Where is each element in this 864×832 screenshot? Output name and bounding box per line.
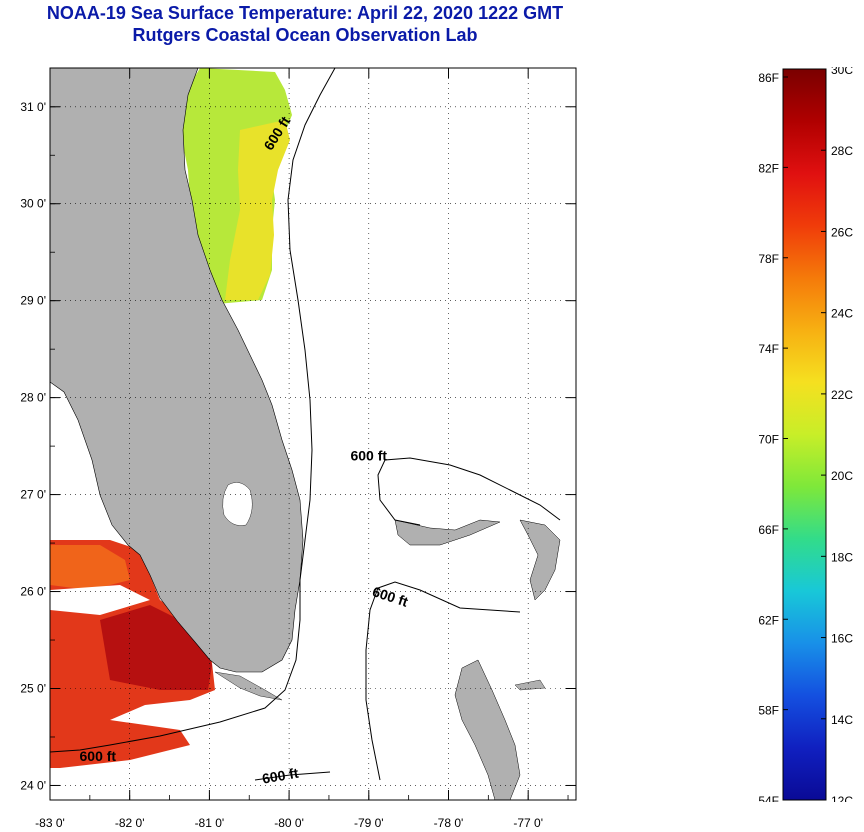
isobath-label: 600 ft xyxy=(261,765,300,787)
celsius-label: 12C xyxy=(831,794,853,802)
fahrenheit-label: 58F xyxy=(758,704,779,718)
fahrenheit-label: 78F xyxy=(758,252,779,266)
celsius-label: 30C xyxy=(831,67,853,77)
sst-swath-gulf-orange xyxy=(50,545,130,590)
grand-bahama xyxy=(394,519,501,546)
celsius-label: 18C xyxy=(831,550,853,564)
lon-tick-label: -79 0' xyxy=(354,816,384,830)
isobath-label: 600 ft xyxy=(370,583,410,610)
fahrenheit-scale: 86F 82F 78F 74F 70F 66F 62F 58F 54F xyxy=(758,71,788,802)
graticule xyxy=(49,68,576,800)
isobath-bahamas-south xyxy=(365,581,521,781)
longitude-labels: -83 0' -82 0' -81 0' -80 0' -79 0' -78 0' -77 … xyxy=(35,816,543,830)
lon-tick-label: -80 0' xyxy=(274,816,304,830)
sst-data-layer xyxy=(50,68,292,768)
florida-keys xyxy=(214,671,283,701)
celsius-label: 16C xyxy=(831,632,853,646)
celsius-label: 20C xyxy=(831,469,853,483)
lat-tick-label: 26 0' xyxy=(20,585,46,599)
celsius-scale: 30C 28C 26C 24C 22C 20C 18C 16C 14C 12C xyxy=(821,67,853,802)
celsius-label: 28C xyxy=(831,144,853,158)
lat-tick-label: 28 0' xyxy=(20,391,46,405)
fahrenheit-label: 86F xyxy=(758,71,779,85)
lon-tick-label: -83 0' xyxy=(35,816,65,830)
fahrenheit-label: 62F xyxy=(758,613,779,627)
small-cay xyxy=(514,679,546,691)
isobath-label: 600 ft xyxy=(350,448,387,464)
lat-tick-label: 24 0' xyxy=(20,778,46,792)
celsius-label: 24C xyxy=(831,307,853,321)
lat-tick-label: 25 0' xyxy=(20,682,46,696)
celsius-label: 26C xyxy=(831,225,853,239)
isobath-bahamas-north xyxy=(377,457,561,526)
latitude-labels: 31 0' 30 0' 29 0' 28 0' 27 0' 26 0' 25 0' 24 0' xyxy=(20,100,46,793)
fahrenheit-label: 82F xyxy=(758,161,779,175)
isobath-south xyxy=(254,771,331,781)
map-title: NOAA-19 Sea Surface Temperature: April 2… xyxy=(46,3,564,23)
sst-swath-gulf-cloud xyxy=(50,585,150,615)
colorbar-svg: 30C 28C 26C 24C 22C 20C 18C 16C 14C 12C 86F 82F 78F… xyxy=(758,67,853,802)
lat-tick-label: 30 0' xyxy=(20,197,46,211)
map-subtitle: Rutgers Coastal Ocean Observation Lab xyxy=(132,25,478,45)
lon-tick-label: -81 0' xyxy=(195,816,225,830)
andros xyxy=(454,659,521,801)
colorbar-gradient xyxy=(782,68,827,801)
lat-tick-label: 31 0' xyxy=(20,100,46,114)
isobath-florida-east xyxy=(49,67,336,753)
lon-tick-label: -78 0' xyxy=(434,816,464,830)
sst-swath-atlantic-warm xyxy=(225,120,290,300)
isobath-label: 600 ft xyxy=(80,748,117,764)
fahrenheit-label: 74F xyxy=(758,342,779,356)
temperature-colorbar: 30C 28C 26C 24C 22C 20C 18C 16C 14C 12C 86F 82F 78F… xyxy=(755,67,853,802)
lon-tick-label: -77 0' xyxy=(513,816,543,830)
lon-tick-label: -82 0' xyxy=(115,816,145,830)
fahrenheit-label: 54F xyxy=(758,794,779,802)
land-layer xyxy=(49,67,561,801)
isobaths xyxy=(49,67,561,781)
lat-tick-label: 29 0' xyxy=(20,294,46,308)
celsius-label: 14C xyxy=(831,713,853,727)
fahrenheit-label: 66F xyxy=(758,523,779,537)
abaco xyxy=(519,519,561,601)
fahrenheit-label: 70F xyxy=(758,433,779,447)
lake-okeechobee xyxy=(222,482,253,526)
lat-tick-label: 27 0' xyxy=(20,488,46,502)
map-frame xyxy=(49,67,577,801)
celsius-label: 22C xyxy=(831,388,853,402)
